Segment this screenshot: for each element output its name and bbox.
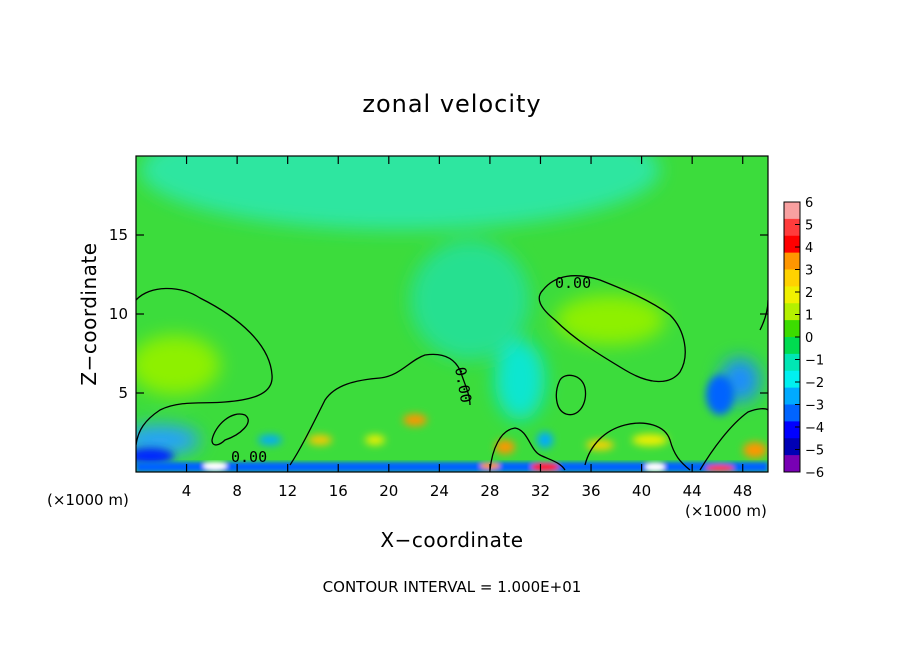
colorbar-swatch bbox=[784, 303, 800, 321]
colorbar-label: 1 bbox=[805, 309, 813, 324]
x-tick-label: 24 bbox=[430, 482, 449, 500]
colorbar-swatch bbox=[784, 370, 800, 389]
x-unit-left: (×1000 m) bbox=[47, 491, 129, 509]
colorbar-swatch bbox=[784, 353, 800, 372]
colorbar-swatch bbox=[784, 337, 800, 355]
colorbar-swatch bbox=[784, 387, 800, 405]
y-tick-label: 15 bbox=[109, 226, 128, 244]
colorbar-label: 0 bbox=[805, 331, 813, 346]
x-tick-label: 28 bbox=[480, 482, 499, 500]
contour-interval-note: CONTOUR INTERVAL = 1.000E+01 bbox=[323, 578, 582, 596]
y-axis-label: Z−coordinate bbox=[77, 242, 101, 385]
colorbar-swatch bbox=[784, 421, 800, 439]
colorbar-swatch bbox=[784, 202, 800, 220]
colorbar-swatch bbox=[784, 235, 800, 254]
x-tick-label: 4 bbox=[182, 482, 192, 500]
colorbar-swatch bbox=[784, 252, 800, 270]
colorbar-label: 2 bbox=[805, 286, 813, 301]
x-tick-label: 32 bbox=[531, 482, 550, 500]
colorbar-label: −5 bbox=[805, 444, 824, 459]
x-tick-label: 20 bbox=[379, 482, 398, 500]
x-tick-label: 36 bbox=[581, 482, 600, 500]
colorbar-label: −4 bbox=[805, 421, 824, 436]
colorbar-swatch bbox=[784, 269, 800, 287]
colorbar-label: 4 bbox=[805, 241, 813, 256]
x-tick-label: 8 bbox=[232, 482, 242, 500]
x-tick-label: 48 bbox=[733, 482, 752, 500]
chart-title: zonal velocity bbox=[362, 90, 541, 118]
x-axis-ticks: 4 8 12 16 20 24 28 32 36 40 44 48 bbox=[182, 156, 752, 500]
colorbar-labels: 6 5 4 3 2 1 0 −1 −2 −3 −4 −5 −6 bbox=[795, 196, 824, 481]
y-tick-label: 10 bbox=[109, 305, 128, 323]
colorbar-label: −3 bbox=[805, 399, 824, 414]
contour-label-3: 0.00 bbox=[231, 448, 267, 466]
colorbar-label: 3 bbox=[805, 264, 813, 279]
contour-label-1: 0.00 bbox=[555, 274, 591, 292]
contour-label-2: 0.00 bbox=[451, 366, 475, 405]
x-tick-label: 12 bbox=[278, 482, 297, 500]
x-tick-label: 16 bbox=[329, 482, 348, 500]
x-unit-right: (×1000 m) bbox=[685, 502, 767, 520]
zero-contours bbox=[136, 275, 768, 471]
colorbar-swatch bbox=[784, 218, 800, 237]
colorbar-label: −2 bbox=[805, 376, 824, 391]
colorbar-swatch bbox=[784, 455, 800, 473]
x-tick-label: 40 bbox=[632, 482, 651, 500]
colorbar-swatch bbox=[784, 438, 800, 456]
colorbar-label: −1 bbox=[805, 354, 824, 369]
heatmap-field bbox=[136, 156, 768, 472]
colorbar-label: 6 bbox=[805, 196, 813, 211]
x-tick-label: 44 bbox=[683, 482, 702, 500]
colorbar-label: 5 bbox=[805, 219, 813, 234]
colorbar-label: −6 bbox=[805, 466, 824, 481]
x-axis-label: X−coordinate bbox=[380, 528, 523, 552]
colorbar-swatch bbox=[784, 286, 800, 304]
colorbar-swatch bbox=[784, 404, 800, 422]
y-axis-ticks: 5 10 15 bbox=[109, 226, 768, 402]
colorbar bbox=[783, 201, 801, 473]
colorbar-swatch bbox=[784, 320, 800, 338]
y-tick-label: 5 bbox=[118, 384, 128, 402]
